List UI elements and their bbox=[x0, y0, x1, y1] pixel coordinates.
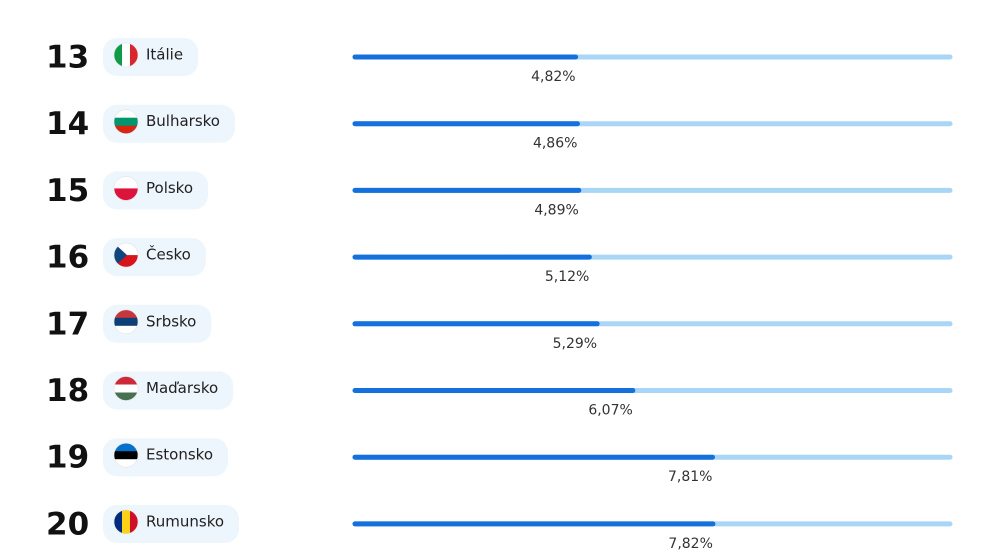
flag-stripe bbox=[114, 325, 138, 334]
country-name: Itálie bbox=[146, 46, 183, 64]
value-label: 7,82% bbox=[668, 536, 712, 552]
flag-stripe bbox=[114, 384, 138, 393]
flag bbox=[114, 109, 138, 134]
flag bbox=[114, 443, 138, 468]
country-pill bbox=[103, 104, 235, 143]
rank: 18 bbox=[46, 373, 89, 409]
rank: 13 bbox=[46, 40, 89, 76]
flag-stripe bbox=[130, 43, 138, 67]
flag-stripe bbox=[114, 509, 123, 534]
flag-stripe bbox=[114, 443, 138, 452]
flag-stripe bbox=[114, 243, 127, 268]
flag-outline bbox=[113, 309, 139, 335]
flag-stripe bbox=[122, 43, 131, 67]
flag bbox=[114, 509, 138, 534]
country-name: Srbsko bbox=[146, 312, 196, 330]
flag bbox=[114, 309, 138, 334]
flag-stripe bbox=[114, 117, 138, 126]
value-label: 4,89% bbox=[534, 202, 578, 218]
flag-stripe bbox=[114, 376, 138, 385]
flag-stripe bbox=[114, 392, 138, 401]
flag bbox=[114, 243, 138, 268]
flag-stripe bbox=[114, 317, 138, 327]
flag-stripe bbox=[114, 176, 138, 189]
flag-outline bbox=[113, 242, 139, 268]
flag-stripe bbox=[114, 125, 138, 134]
value-label: 6,07% bbox=[588, 403, 632, 419]
value-label: 7,81% bbox=[668, 469, 712, 485]
country-pill bbox=[103, 504, 240, 543]
value-label: 5,12% bbox=[545, 269, 589, 285]
rank: 15 bbox=[46, 173, 89, 209]
flag-outline bbox=[113, 509, 139, 535]
country-name: Polsko bbox=[146, 179, 193, 197]
flag-outline bbox=[113, 109, 139, 134]
country-name: Česko bbox=[146, 245, 191, 264]
rank: 16 bbox=[46, 240, 89, 276]
flag-outline bbox=[113, 176, 139, 201]
country-name: Maďarsko bbox=[146, 379, 218, 397]
flag-stripe bbox=[114, 459, 138, 468]
flag bbox=[114, 376, 138, 401]
flag-stripe bbox=[114, 451, 138, 460]
flag-outline bbox=[113, 376, 139, 401]
country-name: Bulharsko bbox=[146, 112, 220, 130]
flag bbox=[114, 176, 138, 201]
flag-stripe bbox=[122, 509, 131, 534]
rank: 19 bbox=[46, 440, 89, 476]
flag-stripe bbox=[130, 509, 138, 534]
flag bbox=[114, 43, 138, 67]
rank: 17 bbox=[46, 306, 89, 342]
value-label: 4,86% bbox=[533, 136, 577, 152]
flag-outline bbox=[113, 42, 139, 68]
flag-outline bbox=[113, 442, 139, 468]
country-name: Estonsko bbox=[146, 446, 213, 464]
value-label: 5,29% bbox=[553, 336, 597, 352]
flag-stripe bbox=[114, 309, 138, 319]
country-name: Rumunsko bbox=[146, 512, 224, 530]
flag-stripe bbox=[114, 43, 123, 67]
rank: 14 bbox=[46, 106, 89, 142]
flag-stripe bbox=[114, 109, 138, 118]
rank: 20 bbox=[46, 506, 89, 542]
flag-stripe bbox=[114, 188, 138, 201]
value-label: 4,82% bbox=[531, 69, 575, 85]
